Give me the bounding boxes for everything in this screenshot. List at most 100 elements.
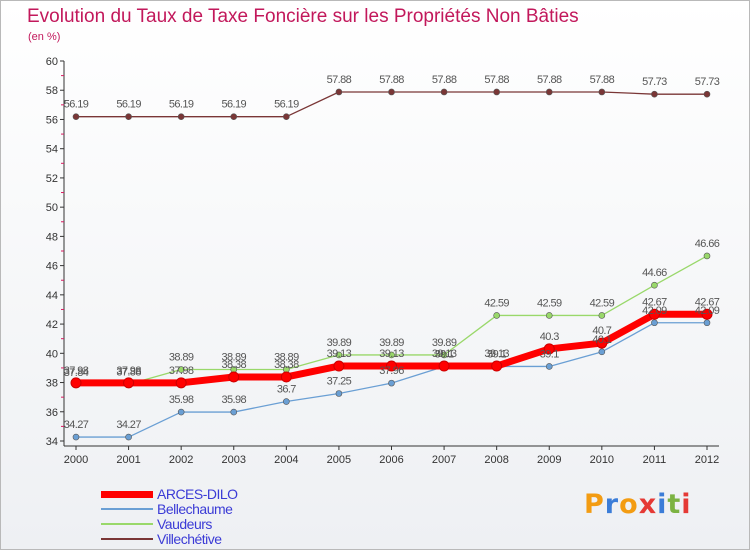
logo-letter: o [619,489,639,520]
proxiti-logo: Proxiti [584,489,692,520]
data-label: 37.25 [327,376,352,388]
data-label: 36.7 [277,384,296,396]
legend-label-arces-dilo: ARCES-DILO [157,486,238,502]
data-label: 39.13 [327,348,352,360]
data-point [598,348,606,356]
y-tick-label: 40 [46,348,58,360]
data-point [438,360,450,372]
y-tick-label: 38 [46,378,58,390]
y-tick-label: 60 [46,56,58,68]
legend-label-villechetive: Villechétive [157,531,222,547]
logo-letter: i [681,489,692,520]
data-point [177,113,185,120]
data-point [545,88,553,96]
data-point [543,343,555,355]
data-label: 40.7 [592,325,611,337]
data-point [386,360,397,372]
data-label: 57.88 [327,74,352,86]
legend-item-arces-dilo: ARCES-DILO [101,486,238,502]
x-tick-label: 2010 [590,454,614,466]
legend-item-vaudeurs: Vaudeurs [101,516,212,532]
data-point [493,312,500,319]
data-point [335,351,343,359]
data-label: 39.1 [487,348,506,360]
data-label: 35.98 [169,394,194,406]
data-label: 56.19 [221,99,246,111]
data-point [228,371,240,383]
logo-letter: r [604,489,620,520]
data-label: 37.98 [116,365,141,377]
data-label: 46.66 [695,238,720,250]
data-point [598,88,606,96]
data-label: 34.27 [116,419,141,431]
x-tick-label: 2001 [116,454,140,466]
data-label: 57.88 [432,74,457,86]
data-label: 37.96 [379,365,404,377]
data-point [333,360,345,372]
x-tick-label: 2000 [64,454,88,466]
data-point [72,433,80,441]
data-label: 57.88 [379,74,404,86]
x-tick-label: 2005 [327,454,351,466]
data-point [545,312,553,319]
data-label: 39.1 [435,348,454,360]
data-point [596,337,608,349]
y-tick-label: 34 [46,436,58,448]
y-tick-label: 46 [46,261,58,273]
data-point [388,379,395,387]
data-label: 57.88 [537,74,562,86]
data-label: 42.67 [695,296,720,308]
data-point [230,113,238,120]
data-point [598,312,606,319]
data-label: 35.98 [221,394,246,406]
data-label: 42.59 [537,297,562,309]
data-label: 37.98 [64,365,89,377]
data-label: 38.89 [274,352,299,364]
data-point [545,363,553,370]
data-point [440,351,448,359]
data-label: 39.13 [484,348,509,360]
x-tick-label: 2011 [643,454,667,466]
y-tick-label: 42 [46,319,58,331]
data-point [125,113,132,120]
data-label: 37.98 [169,365,194,377]
x-tick-label: 2006 [379,454,403,466]
data-point [493,88,500,96]
data-label: 57.88 [590,74,615,86]
y-tick-label: 36 [46,407,58,419]
data-label: 57.88 [484,74,509,86]
data-point [123,377,135,389]
data-label: 39.1 [540,348,559,360]
data-label: 37.84 [64,367,89,379]
data-label: 39.89 [327,337,352,349]
data-label: 39.13 [379,348,404,360]
data-point [283,398,290,405]
data-label: 56.19 [64,99,89,111]
data-point [491,360,503,372]
data-label: 57.73 [695,76,720,88]
x-tick-label: 2003 [222,454,246,466]
data-label: 38.89 [169,352,194,364]
y-tick-label: 52 [46,173,58,185]
chart-title: Evolution du Taux de Taxe Foncière sur l… [27,6,579,27]
data-point [177,366,185,373]
data-point [70,377,82,389]
data-point [703,319,711,327]
data-label: 34.27 [64,419,89,431]
data-label: 39.89 [432,337,457,349]
legend-swatch-vaudeurs [101,523,153,525]
data-point [648,308,660,320]
y-tick-label: 50 [46,202,58,214]
data-label: 38.89 [221,352,246,364]
data-point [335,88,343,96]
data-point [651,319,658,327]
data-label: 38.38 [221,359,246,371]
legend-label-bellechaume: Bellechaume [157,501,233,517]
data-point [388,88,395,96]
y-tick-label: 58 [46,85,58,97]
data-point [703,252,711,260]
data-label: 42.59 [590,297,615,309]
data-point [440,88,448,96]
